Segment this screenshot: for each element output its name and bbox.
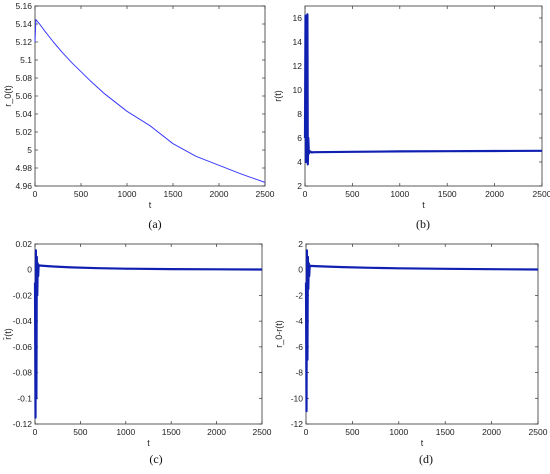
caption-b: (b): [416, 217, 430, 231]
x-tick-label-c: 2000: [207, 427, 226, 437]
y-tick-label-c: 0: [27, 265, 32, 275]
plot-frame-d: [305, 243, 539, 425]
y-tick-label-a: 5.12: [15, 37, 32, 47]
x-tick-label-b: 1500: [438, 189, 457, 199]
y-axis-label-c: r̄(t): [3, 328, 13, 340]
x-tick-label-a: 0: [33, 189, 38, 199]
chart-c: 0 500 1000 1500 2000 2500 -0.12 -0.1 -0.08 -0.06 -…: [3, 239, 272, 448]
y-tick-label-a: 5: [27, 145, 32, 155]
x-tick-label-a: 2500: [256, 189, 275, 199]
y-tick-label-c: -0.04: [13, 316, 33, 326]
series-line-a: [34, 19, 266, 183]
x-axis-label-d: t: [421, 438, 424, 448]
y-axis-label-b: r(t): [273, 90, 283, 102]
x-tick-label-b: 0: [303, 189, 308, 199]
caption-d: (d): [419, 452, 433, 466]
y-tick-label-a: 5.14: [15, 19, 32, 29]
x-tick-label-d: 0: [304, 427, 309, 437]
y-tick-label-c: -0.08: [13, 368, 33, 378]
x-axis-label-b: t: [422, 200, 425, 210]
y-tick-label-c: 0.02: [15, 239, 32, 249]
y-tick-label-c: -0.06: [13, 342, 33, 352]
y-tick-label-a: 5.1: [20, 55, 32, 65]
x-tick-label-c: 0: [33, 427, 38, 437]
y-tick-label-b: 4: [297, 157, 302, 167]
x-tick-label-d: 500: [345, 427, 359, 437]
caption-c: (c): [149, 452, 163, 466]
chart-b: 0 500 1000 1500 2000 2500 2 4 6 8 10 12 14 16 t r(t): [273, 5, 550, 210]
x-tick-label-d: 1500: [436, 427, 455, 437]
x-tick-label-b: 2500: [533, 189, 550, 199]
series-line-d: [304, 249, 539, 413]
y-tick-label-d: -8: [295, 368, 303, 378]
x-axis-label-c: t: [147, 438, 150, 448]
x-axis-label-a: t: [149, 200, 152, 210]
x-tick-label-b: 2000: [485, 189, 504, 199]
plot-frame-b: [304, 5, 543, 187]
y-tick-label-c: -0.12: [13, 419, 33, 429]
y-tick-label-b: 2: [297, 181, 302, 191]
y-tick-label-a: 4.96: [15, 181, 32, 191]
y-tick-label-d: -4: [295, 316, 303, 326]
x-tick-label-c: 1500: [162, 427, 181, 437]
x-tick-label-d: 1000: [389, 427, 408, 437]
chart-a: 0 500 1000 1500 2000 2500 4.96 4.98 5 5.02 5.04 5.0…: [3, 1, 275, 210]
x-tick-label-a: 1000: [118, 189, 137, 199]
plot-frame-c: [34, 243, 263, 425]
series-line-b: [303, 13, 543, 166]
y-tick-label-a: 5.06: [15, 91, 32, 101]
x-tick-label-a: 500: [74, 189, 88, 199]
y-tick-label-d: -6: [295, 342, 303, 352]
x-tick-label-d: 2000: [482, 427, 501, 437]
x-tick-label-b: 1000: [390, 189, 409, 199]
x-tick-label-c: 2500: [253, 427, 272, 437]
y-tick-label-a: 5.02: [15, 127, 32, 137]
plot-frame-a: [34, 5, 266, 187]
y-tick-label-d: -12: [291, 419, 304, 429]
y-tick-label-b: 16: [293, 13, 303, 23]
y-tick-label-d: 2: [298, 239, 303, 249]
y-tick-label-d: -10: [291, 393, 304, 403]
y-tick-label-b: 10: [293, 85, 303, 95]
y-tick-label-b: 12: [293, 61, 303, 71]
series-line-c: [33, 249, 263, 419]
x-tick-label-d: 2500: [529, 427, 548, 437]
y-tick-label-b: 6: [297, 133, 302, 143]
y-tick-label-a: 5.04: [15, 109, 32, 119]
y-tick-label-c: -0.1: [17, 393, 32, 403]
y-tick-label-b: 14: [293, 37, 303, 47]
y-tick-label-d: 0: [298, 265, 303, 275]
y-tick-label-a: 4.98: [15, 163, 32, 173]
x-tick-label-c: 1000: [116, 427, 135, 437]
y-tick-label-c: -0.02: [13, 290, 33, 300]
x-tick-label-c: 500: [73, 427, 87, 437]
chart-d: 0 500 1000 1500 2000 2500 -12 -10 -8 -6 -4 -2 0 2 t r_0…: [274, 239, 548, 448]
y-axis-label-a: r_0(t): [3, 85, 13, 107]
x-tick-label-b: 500: [345, 189, 359, 199]
y-tick-label-a: 5.08: [15, 73, 32, 83]
y-tick-label-a: 5.16: [15, 1, 32, 11]
x-tick-label-a: 1500: [164, 189, 183, 199]
caption-a: (a): [148, 217, 162, 231]
x-tick-label-a: 2000: [210, 189, 229, 199]
y-tick-label-b: 8: [297, 109, 302, 119]
y-axis-label-d: r_0-r(t): [274, 320, 284, 348]
y-tick-label-d: -2: [295, 290, 303, 300]
